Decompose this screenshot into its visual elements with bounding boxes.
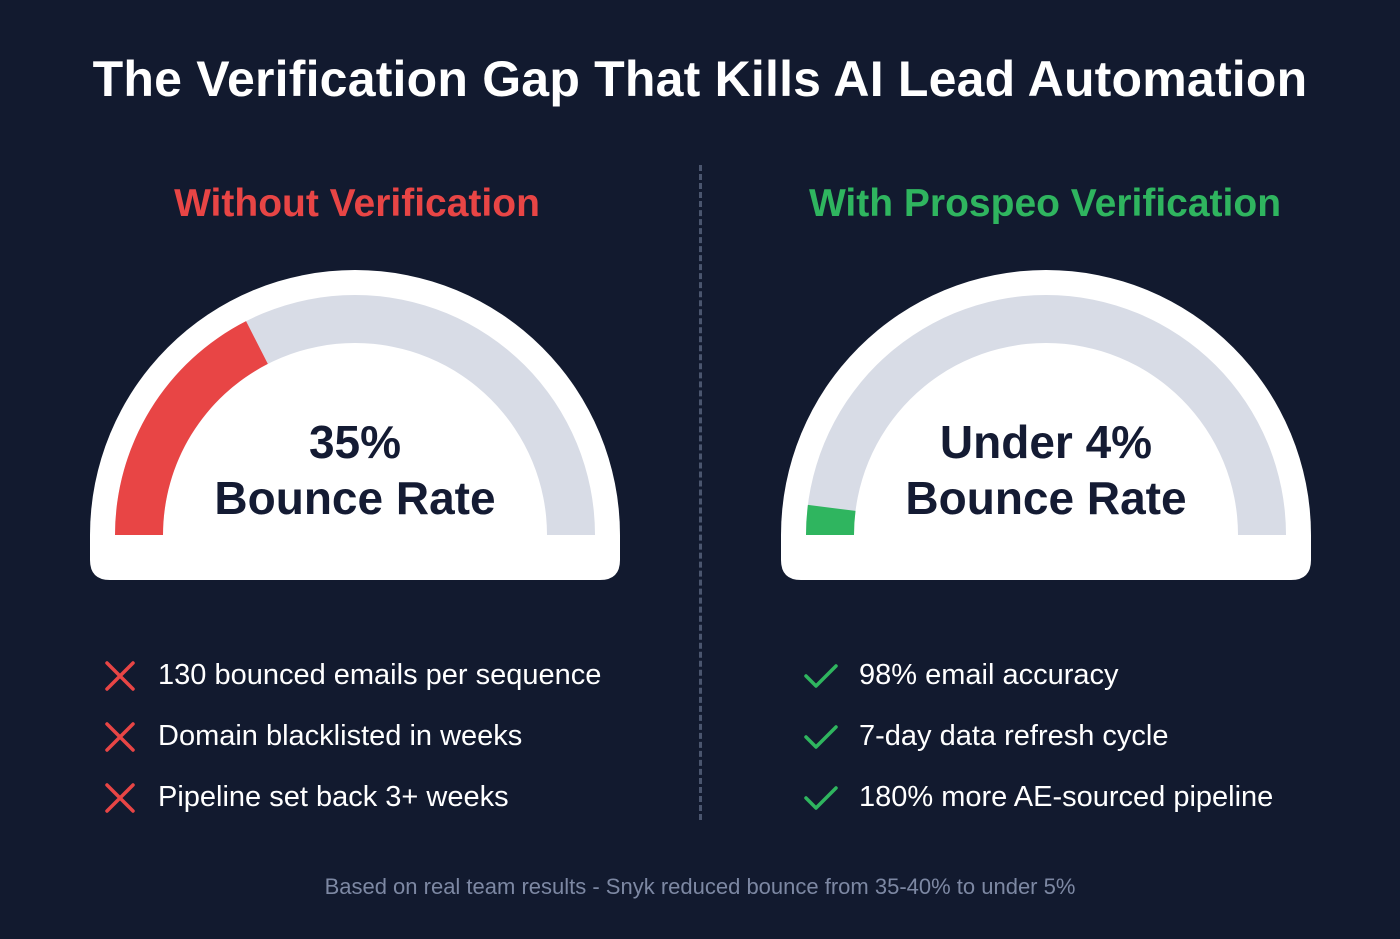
gauge-value-label: Under 4% — [940, 416, 1152, 468]
footnote: Based on real team results - Snyk reduce… — [324, 874, 1076, 899]
gauge-track — [806, 295, 1286, 535]
list-item: 130 bounced emails per sequence — [102, 645, 601, 706]
list-item: 7-day data refresh cycle — [803, 706, 1273, 767]
gauge-without-verification: 35%Bounce Rate — [90, 270, 620, 580]
dashed-divider — [699, 165, 702, 820]
right-heading: With Prospeo Verification — [808, 182, 1282, 225]
list-item: 98% email accuracy — [803, 645, 1273, 706]
left-list: 130 bounced emails per sequence Domain b… — [102, 645, 601, 828]
right-list: 98% email accuracy 7-day data refresh cy… — [803, 645, 1273, 828]
x-icon — [105, 660, 135, 691]
list-item: 180% more AE-sourced pipeline — [803, 767, 1273, 828]
gauge-value-label: 35% — [309, 416, 401, 468]
x-icon — [105, 782, 135, 813]
check-icon — [804, 724, 838, 749]
gauge-caption: Bounce Rate — [905, 472, 1186, 524]
gauge-fill — [115, 321, 268, 535]
left-heading: Without Verification — [174, 182, 540, 225]
gauge-with-verification: Under 4%Bounce Rate — [781, 270, 1311, 580]
check-icon — [804, 663, 838, 688]
list-item: Pipeline set back 3+ weeks — [102, 767, 601, 828]
gauge-fill — [806, 504, 856, 535]
x-icon — [105, 721, 135, 752]
list-item: Domain blacklisted in weeks — [102, 706, 601, 767]
page-title: The Verification Gap That Kills AI Lead … — [92, 51, 1308, 107]
gauge-caption: Bounce Rate — [214, 472, 495, 524]
check-icon — [804, 785, 838, 810]
